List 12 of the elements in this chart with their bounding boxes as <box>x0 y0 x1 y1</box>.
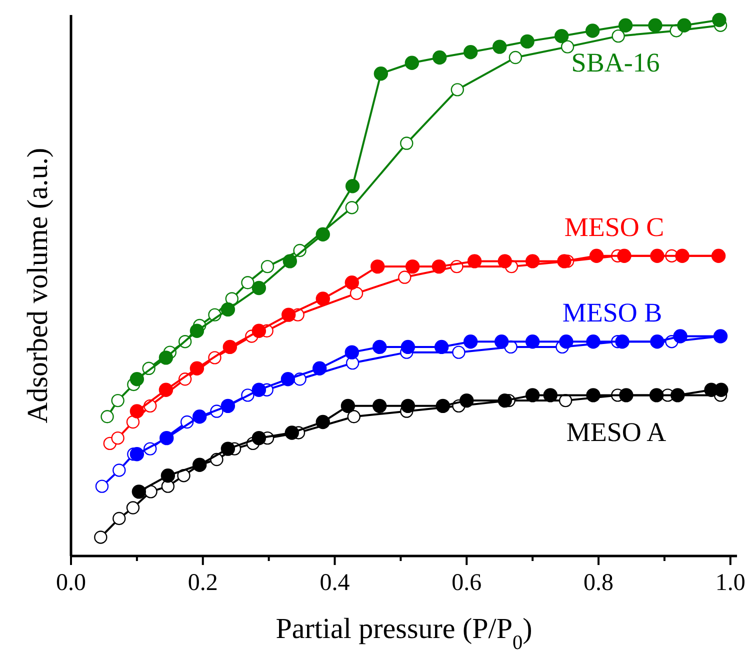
x-axis-title: Partial pressure (P/P$_{0}$) <box>276 613 532 654</box>
x-tick-label: 0.8 <box>584 570 614 596</box>
x-tick-label: 1.0 <box>715 570 746 596</box>
x-tick-label: 0.6 <box>452 570 482 596</box>
x-tick-label: 0.4 <box>320 570 350 596</box>
series-label: MESO A <box>566 417 667 448</box>
series-label: MESO B <box>562 298 662 328</box>
series-label: MESO C <box>564 212 664 242</box>
series-label: SBA-16 <box>571 47 660 78</box>
x-tick-label: 0.0 <box>56 570 86 596</box>
x-tick-label: 0.2 <box>188 570 218 596</box>
y-axis-title: Adsorbed volume (a.u.) <box>22 148 54 424</box>
